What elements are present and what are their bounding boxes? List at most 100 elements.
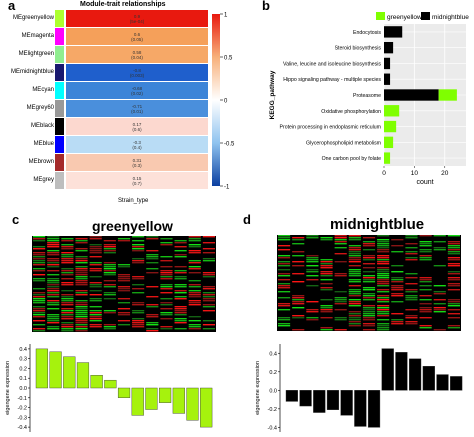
heatmap-cell [377,271,390,273]
heatmap-cell [75,272,88,274]
heatmap-cell [61,300,74,302]
heatmap-cell [419,243,432,245]
correlation-cell: -0.68 (0.02) [66,82,208,100]
heatmap-cell [188,324,201,326]
heatmap-cell [146,304,159,306]
heatmap-cell [348,325,361,327]
heatmap-cell [419,285,432,287]
eigengene-bar [159,387,172,403]
heatmap-cell [132,276,145,278]
panel-a-letter: a [8,0,16,13]
heatmap-cell [405,295,418,297]
panel-a-xlabel: Strain_type [118,198,149,204]
eigengene-bar [367,390,381,428]
heatmap-cell [419,259,432,261]
heatmap-cell [405,291,418,293]
heatmap-cell [188,284,201,286]
correlation-value: 0.58 [132,49,142,55]
heatmap-cell [419,279,432,281]
module-swatch [55,82,64,99]
p-value: (0.02) [131,90,143,96]
heatmap-cell [362,255,376,257]
heatmap-cell [377,327,390,329]
heatmap-cell [61,322,74,324]
y-axis-label: eigengene expression [5,361,11,415]
heatmap-cell [75,326,88,328]
heatmap-cell [103,244,116,246]
heatmap-cell [33,238,46,240]
module-swatch [55,10,64,27]
heatmap-cell [278,303,291,305]
heatmap-cell [174,272,187,274]
heatmap-cell [103,324,116,326]
heatmap-cell [348,253,361,255]
correlation-cell: 0.6 (0.05) [66,28,208,46]
eigengene-bar [172,387,185,414]
heatmap-cell [362,249,376,251]
heatmap-cell [306,301,319,303]
heatmap-cell [33,246,46,248]
heatmap-cell [377,277,390,279]
x-tick-label: 10 [411,170,419,177]
heatmap-cell [447,265,460,267]
heatmap-cell [447,299,460,301]
heatmap-cell [362,271,376,273]
heatmap-cell [377,301,390,303]
heatmap-cell [33,324,46,326]
heatmap-cell [334,253,347,255]
heatmap-cell [174,328,187,330]
heatmap-cell [334,261,347,263]
heatmap-cell [362,279,376,281]
heatmap-cell [320,275,333,277]
heatmap-cell [160,238,173,240]
heatmap-cell [348,251,361,253]
heatmap-cell [362,259,376,261]
heatmap-cell [160,266,173,268]
panel-b-letter: b [262,0,270,13]
heatmap-cell [47,316,60,318]
heatmap-cell [433,311,446,313]
heatmap-cell [146,250,159,252]
heatmap-cell [419,309,432,311]
heatmap-cell [132,284,145,286]
heatmap-cell [433,303,446,305]
heatmap-cell [202,248,215,250]
heatmap-cell [75,322,88,324]
heatmap-cell [334,275,347,277]
heatmap-cell [377,299,390,301]
pathway-label: Glycerophospholipid metabolism [306,140,381,146]
heatmap-cell [174,278,187,280]
heatmap-cell [433,329,446,331]
heatmap-cell [419,311,432,313]
heatmap-cell [132,240,145,242]
heatmap-cell [33,288,46,290]
y-tick-label: -0.2 [18,406,27,412]
heatmap-cell [391,287,404,289]
heatmap-cell [433,235,446,237]
heatmap-cell [33,320,46,322]
heatmap-cell [146,236,159,238]
heatmap-cell [89,246,102,248]
heatmap-cell [306,261,319,263]
heatmap-cell [377,295,390,297]
heatmap-cell [89,298,102,300]
heatmap-cell [103,266,116,268]
heatmap-cell [117,324,131,326]
eigengene-bar [117,387,131,398]
heatmap-cell [362,243,376,245]
heatmap-cell [61,254,74,256]
heatmap-cell [292,265,305,267]
heatmap-cell [188,238,201,240]
heatmap-cell [292,251,305,253]
heatmap-cell [334,247,347,249]
y-tick-label: 0.0 [269,388,277,394]
heatmap-cell [362,299,376,301]
panel-d-letter: d [243,212,251,227]
heatmap-cell [348,259,361,261]
heatmap-cell [132,320,145,322]
p-value: (0.3) [132,162,142,168]
module-label: MEmidnightblue [10,69,54,75]
heatmap-cell [348,295,361,297]
heatmap-cell [103,270,116,272]
p-value: (0.04) [131,54,143,60]
